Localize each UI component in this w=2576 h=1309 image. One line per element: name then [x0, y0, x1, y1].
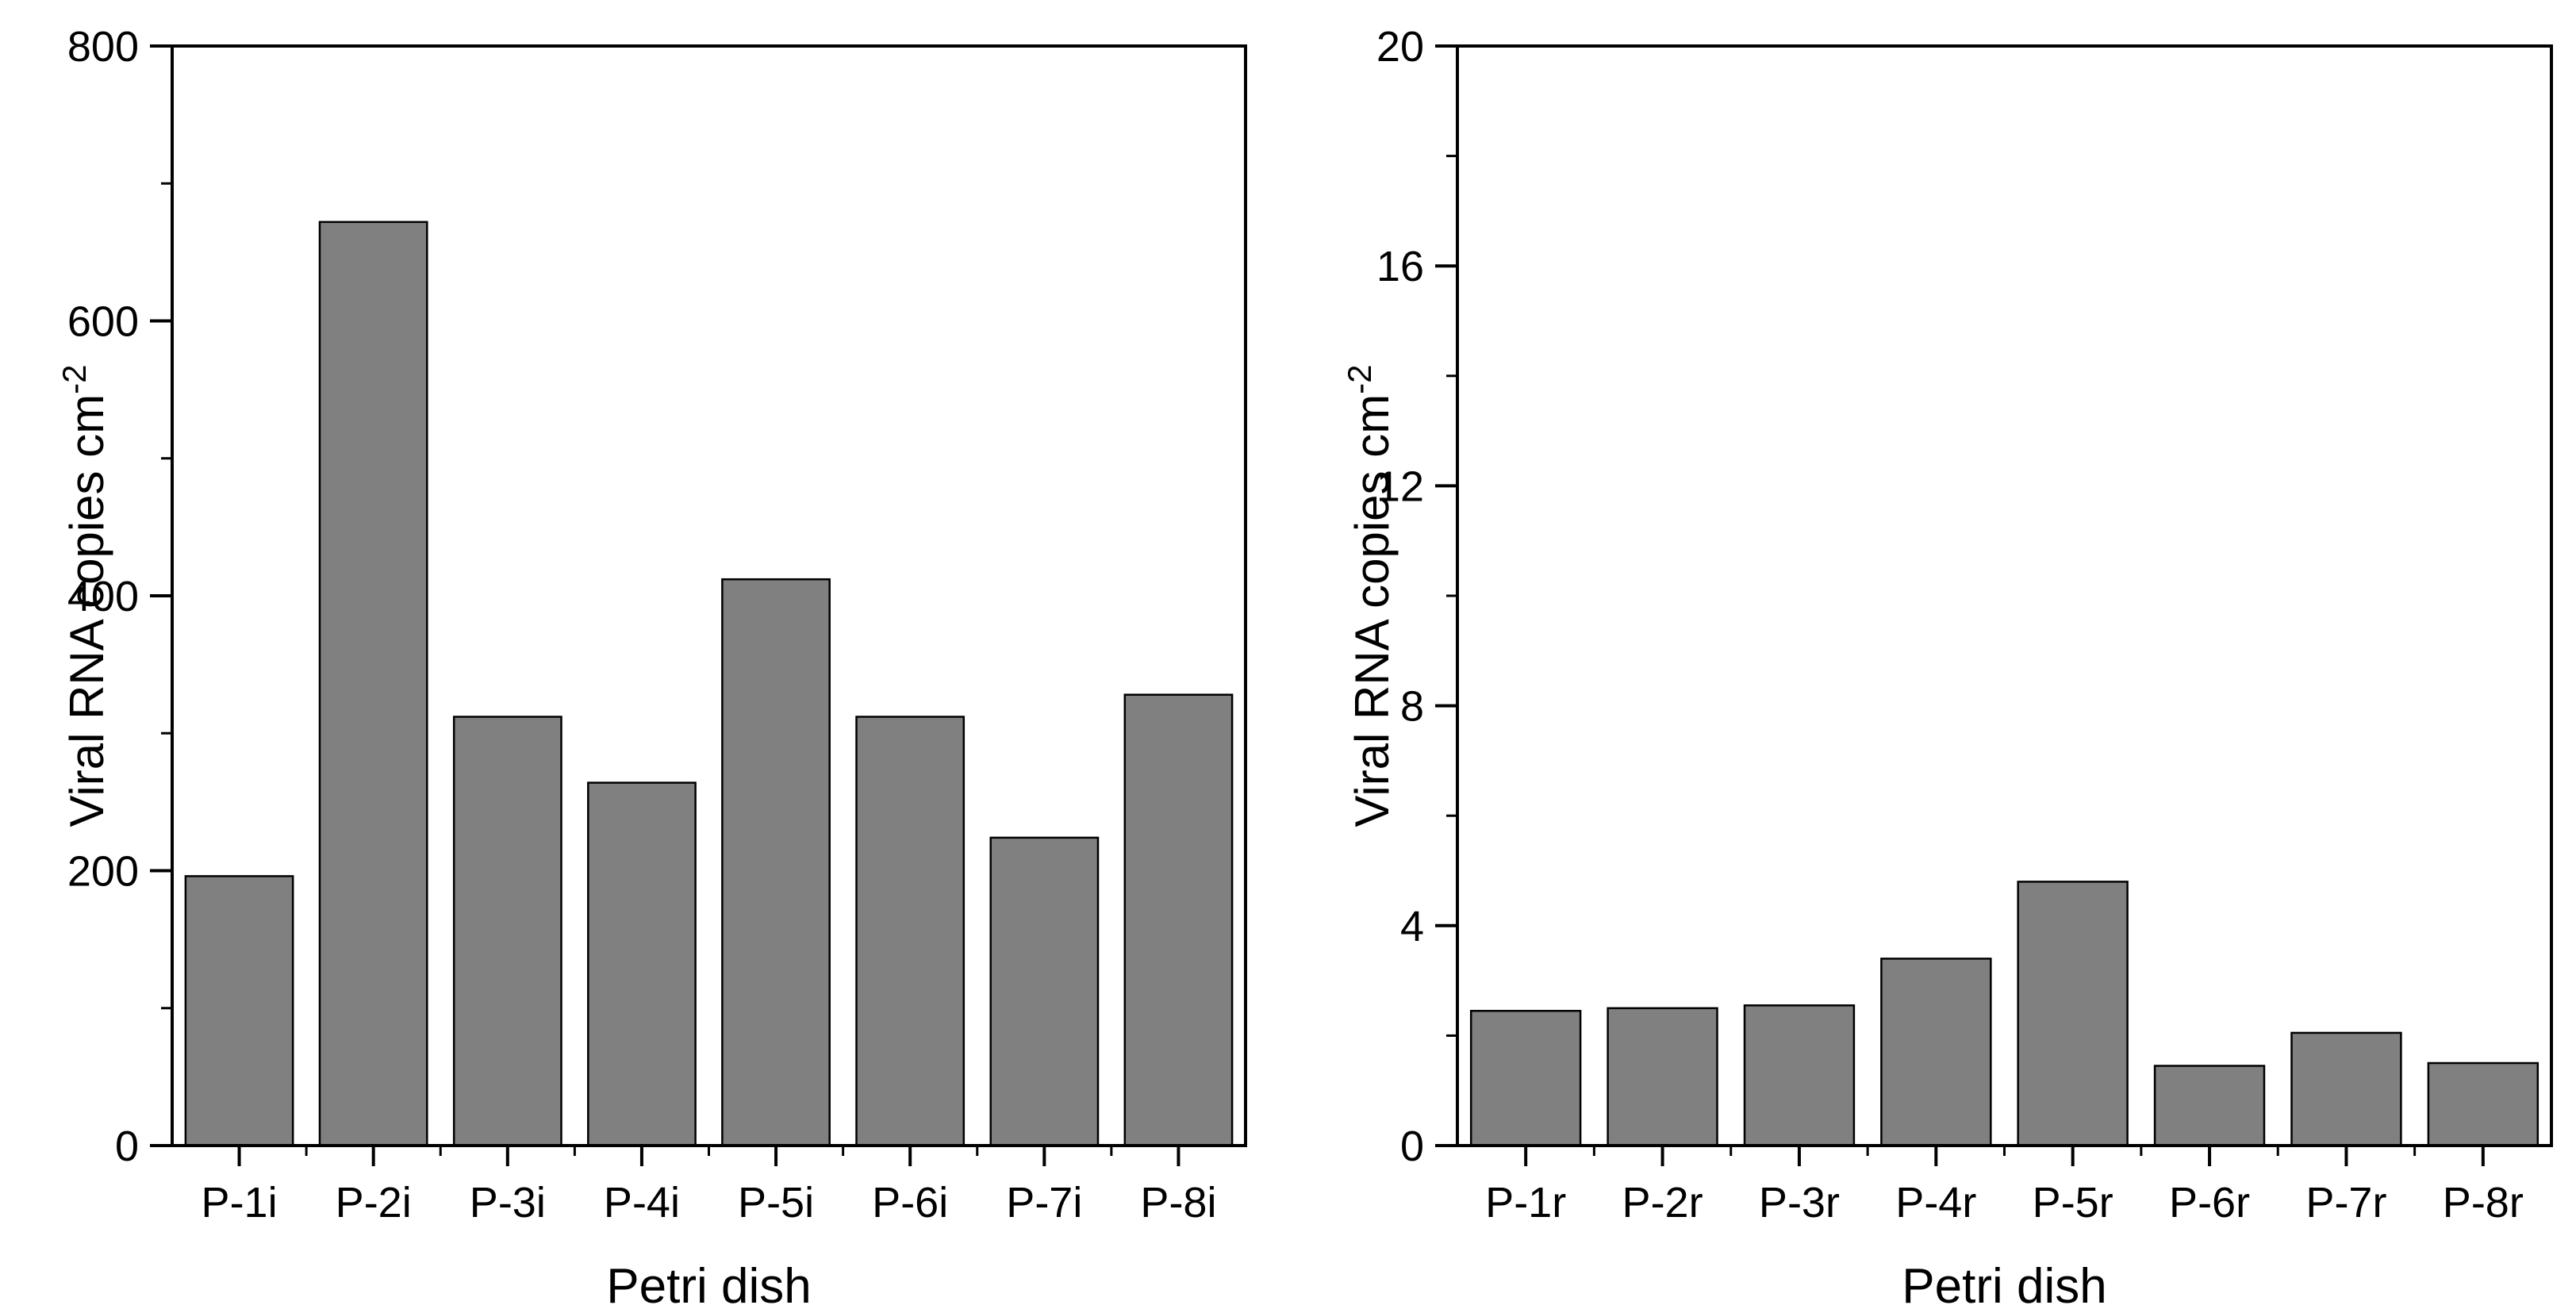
x-tick-label: P-7i [1006, 1179, 1082, 1226]
x-tick-label: P-8r [2443, 1179, 2524, 1226]
x-tick-label: P-2i [336, 1179, 412, 1226]
y-tick-label: 20 [1376, 23, 1424, 71]
y-tick-label: 0 [115, 1123, 139, 1170]
bar-P-7i [989, 836, 1100, 1147]
bar-P-5i [721, 578, 831, 1147]
y-tick-label: 400 [67, 573, 139, 620]
bar-P-2i [318, 221, 428, 1147]
x-tick-label: P-1i [202, 1179, 278, 1226]
y-axis-title-superscript: -2 [56, 364, 93, 393]
bar-P-1r [1469, 1009, 1582, 1147]
y-axis-title: Viral RNA copies cm-2 [56, 364, 113, 827]
x-tick-label: P-8i [1140, 1179, 1216, 1226]
bar-P-5r [2017, 881, 2129, 1147]
x-axis-title: Petri dish [1902, 1259, 2106, 1309]
bar-P-4r [1880, 958, 1992, 1147]
bar-P-3r [1743, 1004, 1856, 1147]
x-tick-label: P-7r [2305, 1179, 2386, 1226]
bar-P-6i [855, 716, 966, 1147]
y-axis-title-base: Viral RNA copies cm [1346, 394, 1399, 827]
left-chart-panel: 0 200 400 600 800 P-1i P-2i P-3i P-4i P-5i P-6i P-7… [56, 23, 1247, 1309]
y-tick-label: 12 [1376, 463, 1424, 510]
bar-P-8r [2427, 1061, 2540, 1147]
bar-P-1i [184, 875, 294, 1147]
x-tick-label: P-4r [1895, 1179, 1976, 1226]
x-tick-label: P-2r [1622, 1179, 1703, 1226]
x-tick-label: P-3r [1759, 1179, 1840, 1226]
x-tick-label: P-6r [2169, 1179, 2250, 1226]
x-tick-label: P-6i [872, 1179, 948, 1226]
y-tick-label: 4 [1400, 903, 1424, 950]
bar-P-8i [1123, 693, 1234, 1147]
y-tick-label: 0 [1400, 1123, 1424, 1170]
right-chart-panel: 0 4 8 12 16 20 P-1r P-2r P-3r P-4r P-5r P-6r P-7r P-8… [1341, 23, 2553, 1309]
y-tick-label: 800 [67, 23, 139, 71]
x-tick-label: P-5r [2033, 1179, 2113, 1226]
y-tick-label: 8 [1400, 683, 1424, 731]
y-axis-title: Viral RNA copies cm-2 [1341, 364, 1399, 827]
y-tick-label: 600 [67, 298, 139, 346]
x-tick-label: P-1r [1485, 1179, 1566, 1226]
x-axis-title: Petri dish [606, 1259, 811, 1309]
y-axis-title-superscript: -2 [1341, 364, 1378, 393]
x-tick-label: P-4i [604, 1179, 680, 1226]
y-tick-label: 16 [1376, 243, 1424, 290]
x-tick-label: P-5i [738, 1179, 814, 1226]
y-tick-label: 200 [67, 848, 139, 896]
bar-P-6r [2153, 1065, 2266, 1147]
bar-P-7r [2290, 1031, 2402, 1147]
bar-P-2r [1607, 1007, 1718, 1147]
y-axis-title-base: Viral RNA copies cm [60, 394, 113, 827]
bar-P-4i [587, 781, 697, 1147]
x-tick-label: P-3i [470, 1179, 546, 1226]
bar-P-3i [452, 716, 562, 1147]
